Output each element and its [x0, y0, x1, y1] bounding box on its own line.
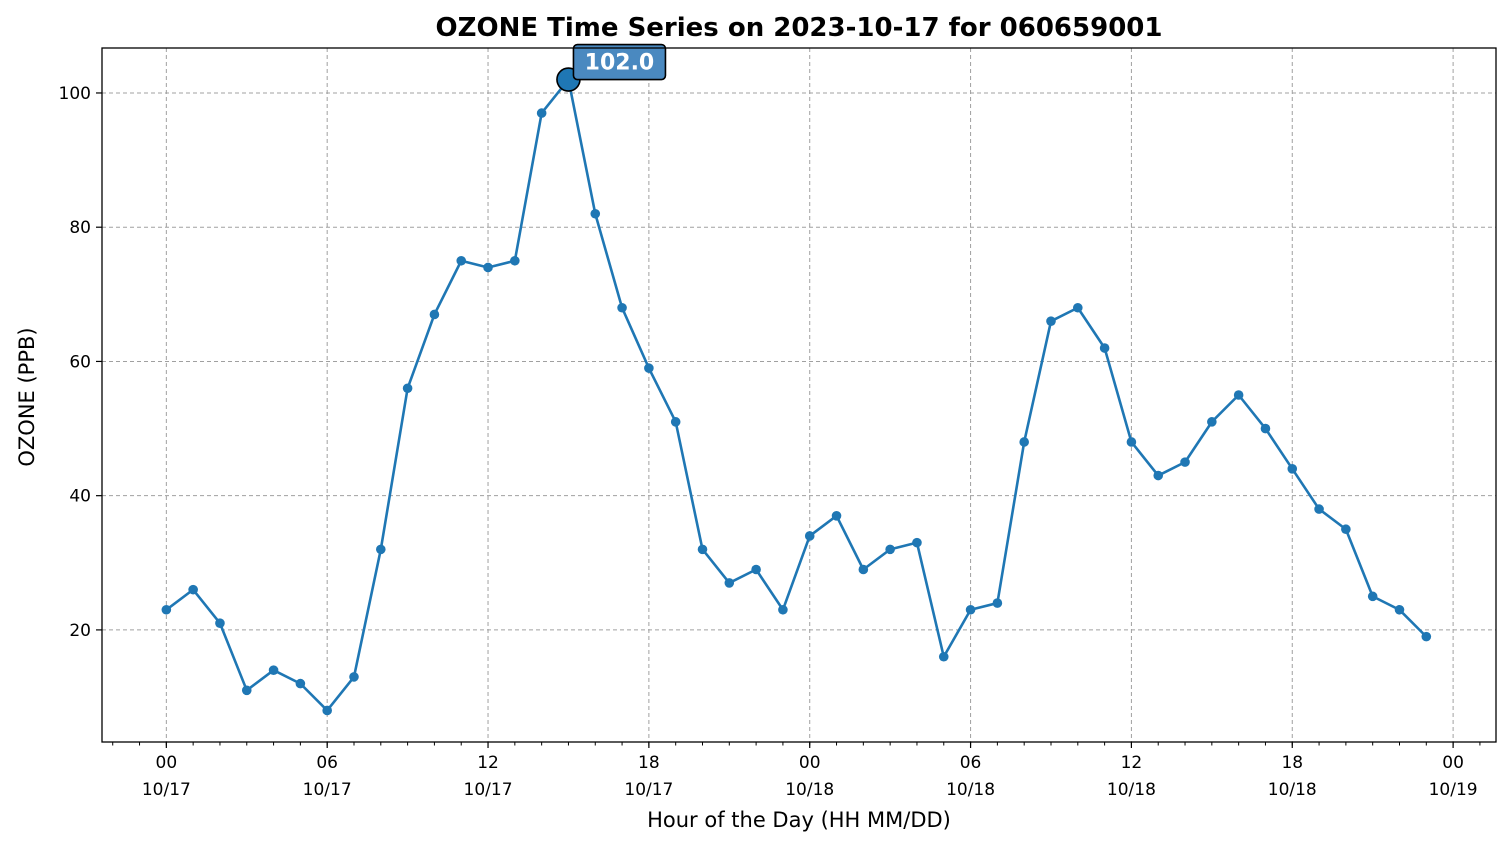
data-point: [1046, 316, 1056, 326]
data-point: [644, 363, 654, 373]
data-point: [1153, 470, 1164, 481]
data-point: [1287, 464, 1298, 474]
data-point: [751, 564, 761, 575]
x-tick-hour-label: 12: [477, 753, 499, 773]
data-point: [697, 544, 708, 555]
x-tick-hour-label: 18: [1281, 753, 1303, 773]
data-point: [778, 604, 788, 615]
data-point: [1394, 604, 1405, 615]
x-tick-hour-label: 06: [960, 753, 982, 773]
x-axis-ticks: 00 10/17 06 10/17 12 10/17 18 10/17 00 10/18 06 10/…: [142, 742, 1478, 800]
peak-label-badge: [572, 43, 667, 81]
data-point: [965, 604, 976, 615]
data-point: [1314, 504, 1324, 514]
x-axis-label: Hour of the Day (HH MM/DD): [647, 808, 951, 832]
x-tick-hour-label: 18: [638, 753, 660, 773]
x-tick-date-label: 10/18: [1107, 780, 1156, 800]
data-point: [456, 255, 467, 266]
x-tick-date-label: 10/17: [303, 780, 352, 800]
data-point: [510, 255, 520, 266]
peak-annotation: 102.0: [556, 43, 667, 92]
data-point: [1073, 302, 1083, 313]
plot-frame: [101, 47, 1497, 743]
chart-title: OZONE Time Series on 2023-10-17 for 0606…: [436, 13, 1163, 43]
x-tick-hour-label: 06: [316, 753, 338, 773]
y-axis-ticks: 20 40 60 80 100: [59, 84, 102, 641]
data-point: [536, 108, 547, 118]
x-tick-date-label: 10/17: [464, 780, 513, 800]
y-tick-label: 60: [69, 352, 91, 372]
x-tick-hour-label: 00: [1442, 753, 1464, 773]
gridlines: [102, 48, 1496, 742]
x-tick-date-label: 10/18: [1268, 780, 1317, 800]
data-point: [1126, 437, 1137, 447]
data-point: [590, 208, 601, 219]
data-point: [670, 417, 681, 427]
data-point: [429, 309, 440, 320]
data-point: [402, 383, 413, 394]
x-tick-date-label: 10/19: [1429, 780, 1478, 800]
data-point: [268, 665, 279, 675]
y-tick-label: 20: [69, 621, 91, 641]
data-point: [992, 598, 1003, 608]
peak-label-text: 102.0: [585, 51, 655, 76]
data-point: [1367, 591, 1378, 602]
data-point: [161, 604, 172, 615]
x-tick-hour-label: 00: [799, 753, 821, 773]
data-point: [858, 564, 869, 575]
data-point: [1233, 390, 1244, 400]
data-point: [1341, 524, 1351, 535]
series-line: [165, 78, 1428, 712]
data-point: [376, 544, 386, 555]
y-tick-label: 100: [59, 84, 91, 104]
y-axis-label: OZONE (PPB): [15, 327, 39, 466]
x-tick-date-label: 10/18: [785, 780, 834, 800]
data-point: [1260, 423, 1271, 434]
data-point: [912, 537, 922, 548]
data-point: [295, 678, 306, 689]
x-tick-hour-label: 12: [1121, 753, 1143, 773]
ozone-series: [161, 74, 1432, 716]
data-point: [1207, 417, 1217, 427]
x-tick-date-label: 10/17: [142, 780, 191, 800]
data-point: [241, 685, 252, 696]
data-point: [349, 672, 359, 682]
data-point: [938, 651, 949, 662]
x-tick-date-label: 10/18: [946, 780, 995, 800]
data-point: [322, 705, 332, 716]
data-point: [188, 584, 198, 595]
data-point: [1180, 457, 1190, 467]
data-point: [724, 578, 735, 588]
x-tick-hour-label: 00: [156, 753, 178, 773]
data-point: [885, 544, 895, 555]
data-point: [483, 262, 493, 273]
y-tick-label: 80: [69, 218, 91, 238]
x-tick-date-label: 10/17: [624, 780, 673, 800]
data-point: [1421, 631, 1432, 642]
data-point: [804, 531, 815, 541]
data-point: [617, 302, 627, 313]
data-point: [1019, 437, 1029, 447]
data-point: [831, 511, 842, 521]
y-tick-label: 40: [69, 487, 91, 507]
data-point: [1099, 343, 1110, 353]
data-point: [215, 618, 225, 629]
